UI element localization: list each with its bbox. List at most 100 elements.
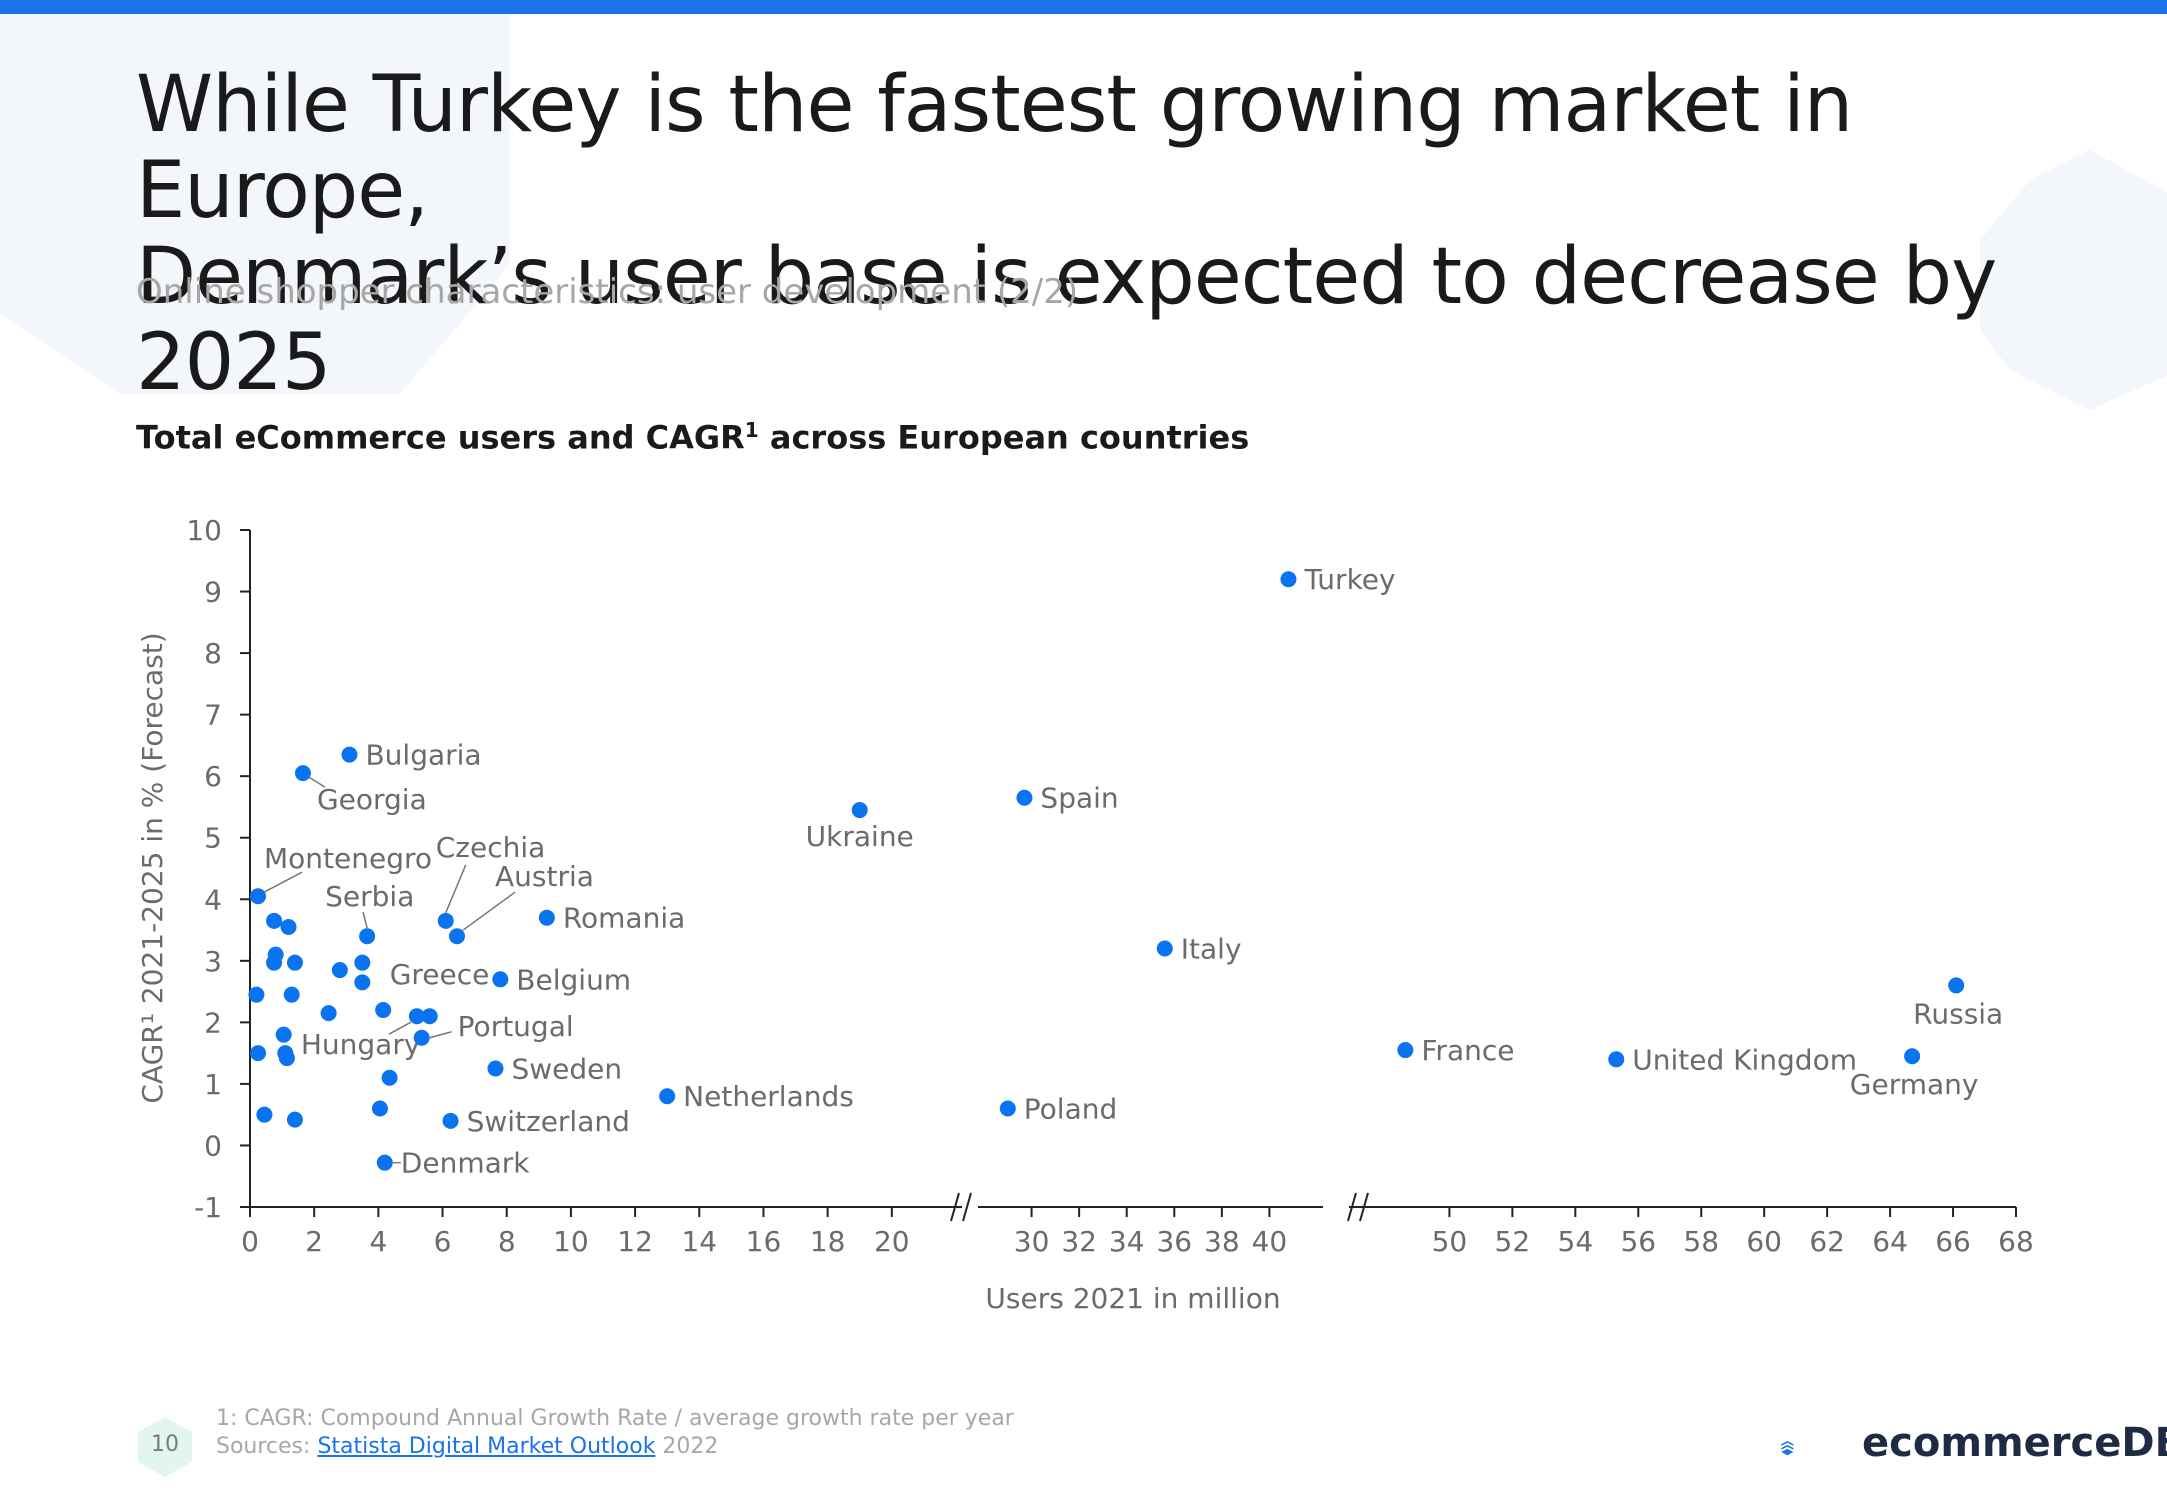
point-france (1397, 1042, 1414, 1059)
x-tick-label: 64 (1872, 1225, 1908, 1258)
leader-line-czechia (445, 864, 467, 914)
point-label-russia: Russia (1913, 997, 2003, 1030)
point-sweden (487, 1060, 504, 1077)
logo-wordmark: ecommerceDB (1862, 1420, 2167, 1466)
point-label-turkey: Turkey (1303, 563, 1395, 596)
x-tick-label: 38 (1204, 1225, 1240, 1258)
x-tick-label: 2 (305, 1225, 323, 1258)
sources-line: Sources: Statista Digital Market Outlook… (216, 1433, 1014, 1461)
point-unlabeled-27 (266, 954, 283, 971)
top-accent-bar (0, 0, 2167, 14)
point-label-italy: Italy (1181, 933, 1242, 966)
y-tick-label: 1 (204, 1068, 222, 1101)
point-unlabeled-30 (354, 954, 371, 971)
page-number: 10 (151, 1432, 179, 1457)
chart-heading-text-after: across European countries (758, 418, 1250, 457)
point-label-austria: Austria (495, 860, 594, 893)
point-label-netherlands: Netherlands (683, 1080, 854, 1113)
point-label-bulgaria: Bulgaria (365, 739, 481, 772)
point-ukraine (851, 802, 868, 819)
point-label-denmark: Denmark (401, 1147, 530, 1180)
y-axis-label: CAGR¹ 2021-2025 in % (Forecast) (136, 632, 169, 1103)
point-russia (1948, 977, 1965, 994)
background-hexagon-left (0, 14, 510, 394)
page-number-badge (138, 1417, 192, 1477)
y-tick-label: 10 (186, 514, 222, 547)
point-unlabeled-39 (250, 1045, 267, 1062)
x-tick-label: 62 (1809, 1225, 1845, 1258)
point-poland (999, 1100, 1016, 1117)
point-label-spain: Spain (1040, 782, 1118, 815)
point-unlabeled-34 (375, 1002, 392, 1019)
y-tick-label: 7 (204, 699, 222, 732)
y-tick-label: 6 (204, 760, 222, 793)
x-tick-label: 32 (1061, 1225, 1097, 1258)
x-tick-label: 18 (810, 1225, 846, 1258)
y-tick-label: 0 (204, 1129, 222, 1162)
sources-label: Sources: (216, 1434, 318, 1459)
x-tick-label: 16 (746, 1225, 782, 1258)
point-germany (1904, 1048, 1921, 1065)
point-label-united-kingdom: United Kingdom (1632, 1043, 1857, 1076)
point-belgium (492, 971, 509, 988)
point-serbia (359, 928, 376, 945)
title-line-1: While Turkey is the fastest growing mark… (136, 60, 1853, 236)
axis-break-mark (962, 1192, 972, 1222)
point-label-hungary: Hungary (301, 1028, 421, 1061)
y-tick-label: 8 (204, 637, 222, 670)
x-tick-label: 14 (681, 1225, 717, 1258)
axis-break-mark (1347, 1192, 1357, 1222)
x-tick-label: 8 (498, 1225, 516, 1258)
point-austria (448, 928, 465, 945)
chart-heading-text: Total eCommerce users and CAGR (136, 418, 745, 457)
point-unlabeled-28 (286, 954, 303, 971)
y-tick-label: 4 (204, 883, 222, 916)
point-label-montenegro: Montenegro (264, 842, 432, 875)
x-tick-label: 20 (874, 1225, 910, 1258)
x-tick-label: 66 (1935, 1225, 1971, 1258)
point-label-poland: Poland (1024, 1093, 1117, 1126)
cagr-note: 1: CAGR: Compound Annual Growth Rate / a… (216, 1406, 1014, 1431)
point-label-portugal: Portugal (458, 1010, 574, 1043)
y-tick-label: 5 (204, 822, 222, 855)
point-italy (1156, 940, 1173, 957)
point-turkey (1280, 571, 1297, 588)
point-label-greece: Greece (390, 958, 490, 991)
leader-line-georgia (308, 776, 326, 788)
point-label-switzerland: Switzerland (467, 1105, 630, 1138)
point-label-sweden: Sweden (511, 1053, 622, 1086)
x-axis-label: Users 2021 in million (985, 1282, 1280, 1315)
point-unlabeled-29 (331, 962, 348, 979)
page-title: While Turkey is the fastest growing mark… (136, 62, 2116, 406)
chart-heading-sup: 1 (744, 418, 759, 442)
point-portugal (413, 1029, 430, 1046)
source-year: 2022 (655, 1434, 719, 1459)
point-label-belgium: Belgium (516, 963, 631, 996)
point-unlabeled-35 (320, 1005, 337, 1022)
x-tick-label: 12 (617, 1225, 653, 1258)
x-tick-label: 30 (1014, 1225, 1050, 1258)
leader-line-portugal (429, 1031, 452, 1039)
y-tick-label: -1 (194, 1191, 222, 1224)
axis-break-mark (950, 1192, 960, 1222)
leader-line-hungary (388, 1021, 412, 1035)
point-label-france: France (1421, 1034, 1514, 1067)
point-netherlands (659, 1088, 676, 1105)
point-unlabeled-33 (283, 986, 300, 1003)
point-hungary (408, 1008, 425, 1025)
x-tick-label: 6 (434, 1225, 452, 1258)
x-tick-label: 4 (369, 1225, 387, 1258)
point-denmark (376, 1154, 393, 1171)
source-link[interactable]: Statista Digital Market Outlook (317, 1434, 656, 1459)
point-switzerland (442, 1112, 459, 1129)
point-label-germany: Germany (1850, 1068, 1979, 1101)
page-subtitle: Online shopper characteristics: user dev… (136, 272, 1079, 312)
x-tick-label: 10 (553, 1225, 589, 1258)
point-label-ukraine: Ukraine (806, 820, 914, 853)
point-unlabeled-31 (354, 974, 371, 991)
point-spain (1016, 789, 1033, 806)
point-unlabeled-41 (371, 1100, 388, 1117)
point-unlabeled-42 (256, 1106, 273, 1123)
point-greece (421, 1008, 438, 1025)
